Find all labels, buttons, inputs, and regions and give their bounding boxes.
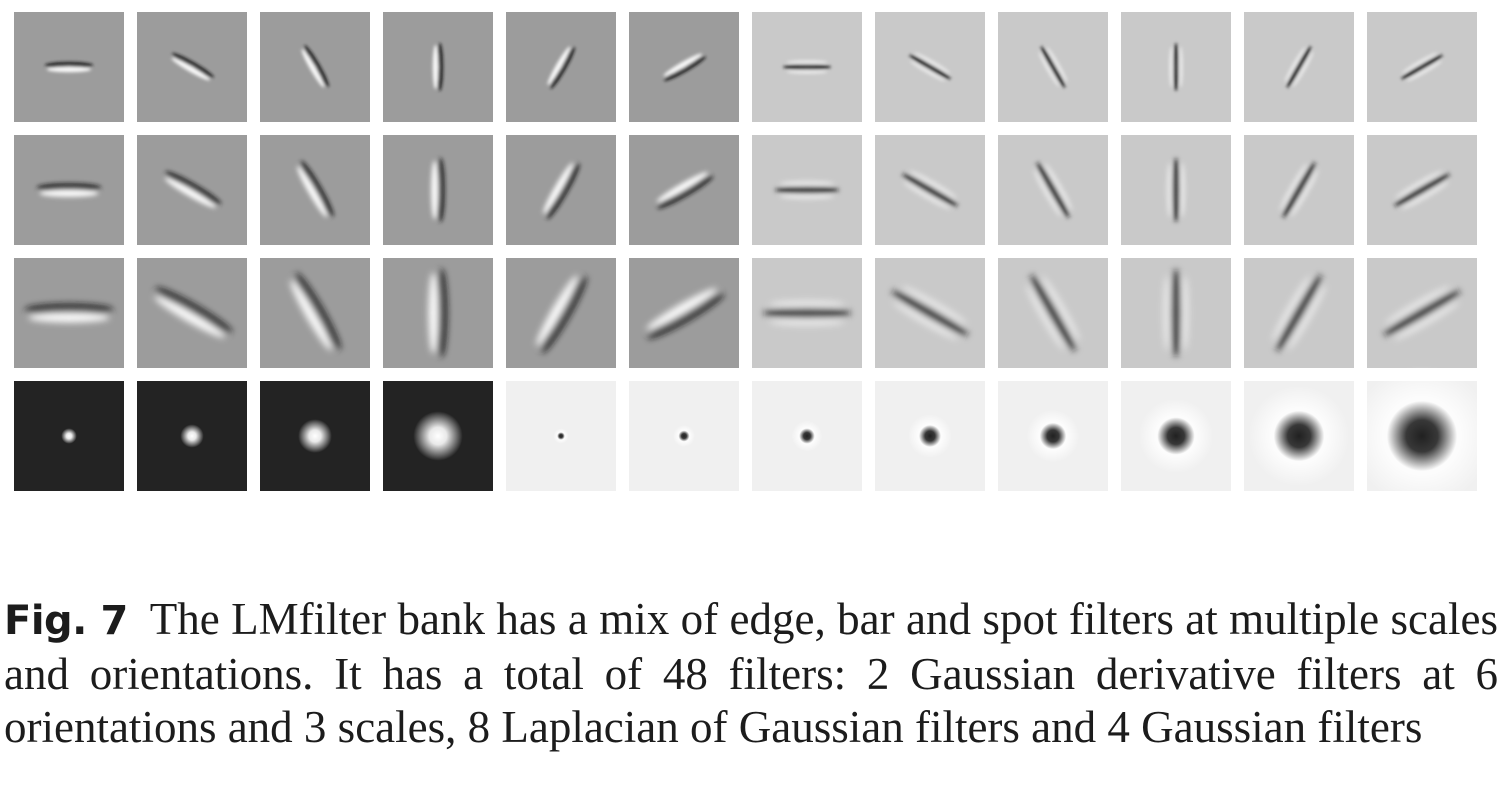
figure-caption: Fig. 7 The LMfilter bank has a mix of edg…	[4, 593, 1498, 754]
edge-filter-cell	[506, 135, 616, 245]
bar-filter-cell	[1244, 258, 1354, 368]
bar-filter-cell	[752, 12, 862, 122]
bar-filter-cell	[1367, 135, 1477, 245]
bar-filter-cell	[1121, 12, 1231, 122]
edge-filter-cell	[137, 258, 247, 368]
edge-filter-cell	[383, 258, 493, 368]
gaussian-filter-cell	[14, 381, 124, 491]
figure-caption-text: The LMfilter bank has a mix of edge, bar…	[4, 594, 1498, 752]
filter-bank-grid	[14, 12, 1479, 491]
bar-filter-cell	[875, 12, 985, 122]
bar-filter-cell	[875, 135, 985, 245]
edge-filter-cell	[14, 12, 124, 122]
log-filter-cell	[1244, 381, 1354, 491]
edge-filter-cell	[260, 258, 370, 368]
bar-filter-cell	[875, 258, 985, 368]
edge-filter-cell	[629, 258, 739, 368]
edge-filter-cell	[14, 258, 124, 368]
bar-filter-cell	[752, 258, 862, 368]
log-filter-cell	[506, 381, 616, 491]
edge-filter-cell	[137, 12, 247, 122]
edge-filter-cell	[260, 135, 370, 245]
edge-filter-cell	[506, 12, 616, 122]
edge-filter-cell	[629, 135, 739, 245]
bar-filter-cell	[1244, 135, 1354, 245]
bar-filter-cell	[1244, 12, 1354, 122]
log-filter-cell	[998, 381, 1108, 491]
figure-label: Fig. 7	[4, 598, 128, 644]
bar-filter-cell	[998, 12, 1108, 122]
log-filter-cell	[875, 381, 985, 491]
edge-filter-cell	[383, 135, 493, 245]
gaussian-filter-cell	[383, 381, 493, 491]
edge-filter-cell	[506, 258, 616, 368]
log-filter-cell	[1121, 381, 1231, 491]
filter-bank-figure	[14, 12, 1479, 491]
bar-filter-cell	[1121, 135, 1231, 245]
bar-filter-cell	[752, 135, 862, 245]
bar-filter-cell	[998, 258, 1108, 368]
edge-filter-cell	[14, 135, 124, 245]
edge-filter-cell	[137, 135, 247, 245]
log-filter-cell	[629, 381, 739, 491]
bar-filter-cell	[1367, 258, 1477, 368]
gaussian-filter-cell	[137, 381, 247, 491]
edge-filter-cell	[383, 12, 493, 122]
log-filter-cell	[1351, 365, 1479, 491]
edge-filter-cell	[629, 12, 739, 122]
bar-filter-cell	[998, 135, 1108, 245]
edge-filter-cell	[260, 12, 370, 122]
log-filter-cell	[752, 381, 862, 491]
bar-filter-cell	[1367, 12, 1477, 122]
gaussian-filter-cell	[260, 381, 370, 491]
bar-filter-cell	[1121, 258, 1231, 368]
